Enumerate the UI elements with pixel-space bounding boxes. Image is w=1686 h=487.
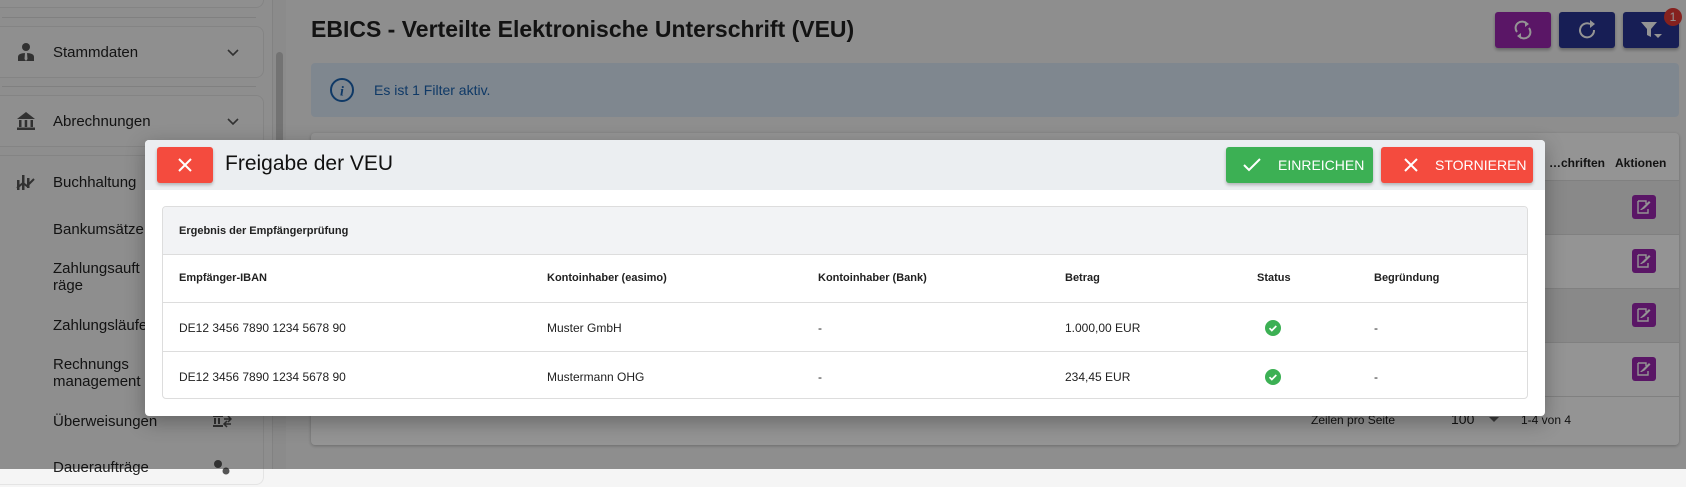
divider (2, 86, 256, 87)
veu-approval-dialog: Freigabe der VEU EINREICHEN STORNIEREN E… (145, 140, 1545, 416)
person-tie-icon (18, 43, 34, 61)
column-header: Empfänger-IBAN (179, 272, 268, 284)
chevron-down-icon (227, 49, 239, 57)
column-header: Betrag (1065, 272, 1100, 284)
owner-easimo-cell: Mustermann OHG (547, 370, 645, 384)
sidebar-item-abrechnungen[interactable]: Abrechnungen (0, 101, 264, 141)
owner-bank-cell: - (818, 370, 822, 384)
filter-button[interactable] (1623, 12, 1679, 48)
caret-down-icon[interactable] (1489, 417, 1499, 423)
column-header-actions: Aktionen (1615, 156, 1667, 170)
table-header-row: Empfänger-IBAN Kontoinhaber (easimo) Kon… (163, 255, 1527, 303)
amount-cell: 1.000,00 EUR (1065, 321, 1141, 335)
filter-info-alert: i Es ist 1 Filter aktiv. (311, 63, 1679, 117)
sync-button[interactable] (1495, 12, 1551, 48)
check-circle-icon (1265, 369, 1281, 385)
sign-document-icon (1637, 308, 1651, 322)
divider (2, 17, 256, 18)
bank-icon (17, 112, 35, 130)
sidebar-item-rechnungsmanagement[interactable]: Rechnungsmanagement (53, 356, 141, 390)
amount-cell: 234,45 EUR (1065, 370, 1131, 384)
reason-cell: - (1374, 370, 1378, 384)
column-header: Status (1257, 272, 1291, 284)
table-row: DE12 3456 7890 1234 5678 90 Muster GmbH … (163, 304, 1527, 352)
dialog-title: Freigabe der VEU (225, 152, 394, 175)
rows-per-page-label: Zeilen pro Seite (1311, 413, 1396, 427)
column-header: Kontoinhaber (easimo) (547, 272, 667, 284)
sign-document-icon (1637, 200, 1651, 214)
column-header: Begründung (1374, 272, 1440, 284)
submit-button[interactable]: EINREICHEN (1226, 147, 1373, 183)
cancel-button[interactable]: STORNIEREN (1381, 147, 1533, 183)
sidebar-item-zahlungsauftraege[interactable]: Zahlungsaufträge (53, 260, 140, 294)
table-row: DE12 3456 7890 1234 5678 90 Mustermann O… (163, 353, 1527, 398)
owner-easimo-cell: Muster GmbH (547, 321, 622, 335)
filter-count-badge: 1 (1664, 8, 1682, 26)
page-title: EBICS - Verteilte Elektronische Untersch… (311, 16, 855, 42)
close-icon (1404, 158, 1418, 172)
reason-cell: - (1374, 321, 1378, 335)
chevron-down-icon (227, 118, 239, 126)
column-header: …chriften (1549, 156, 1606, 170)
check-icon (1243, 158, 1261, 172)
column-header: Kontoinhaber (Bank) (818, 272, 927, 284)
sidebar-item-zahlungslaeufe[interactable]: Zahlungsläufe (53, 316, 148, 334)
card-title: Ergebnis der Empfängerprüfung (163, 207, 1527, 255)
sign-button[interactable] (1632, 303, 1656, 327)
close-icon (178, 158, 192, 172)
pagination-range: 1-4 von 4 (1521, 413, 1572, 427)
owner-bank-cell: - (818, 321, 822, 335)
dialog-header: Freigabe der VEU EINREICHEN STORNIEREN (145, 140, 1545, 190)
info-icon: i (330, 78, 354, 102)
close-button[interactable] (157, 147, 213, 183)
bank-transfer-icon (213, 415, 232, 428)
sidebar-item-stammdaten[interactable]: Stammdaten (0, 32, 264, 72)
sign-document-icon (1637, 254, 1651, 268)
refresh-button[interactable] (1559, 12, 1615, 48)
filter-icon (1641, 22, 1662, 38)
check-circle-icon (1265, 320, 1281, 336)
sidebar-item-buchhaltung[interactable]: Buchhaltung (0, 162, 264, 202)
sign-document-icon (1637, 362, 1651, 376)
sidebar-item-bankumsaetze[interactable]: Bankumsätze (53, 220, 144, 238)
refresh-icon (1579, 20, 1596, 39)
iban-cell: DE12 3456 7890 1234 5678 90 (179, 321, 346, 335)
sidebar-card (0, 95, 264, 147)
sign-button[interactable] (1632, 195, 1656, 219)
sign-button[interactable] (1632, 249, 1656, 273)
recipient-check-card: Ergebnis der Empfängerprüfung Empfänger-… (162, 206, 1528, 399)
sign-button[interactable] (1632, 357, 1656, 381)
chart-trend-icon (16, 175, 35, 190)
iban-cell: DE12 3456 7890 1234 5678 90 (179, 370, 346, 384)
svg-text:i: i (340, 85, 344, 100)
sidebar-card (0, 26, 264, 78)
sync-icon (1514, 20, 1532, 40)
sidebar-item-ueberweisungen[interactable]: Überweisungen (0, 401, 264, 441)
